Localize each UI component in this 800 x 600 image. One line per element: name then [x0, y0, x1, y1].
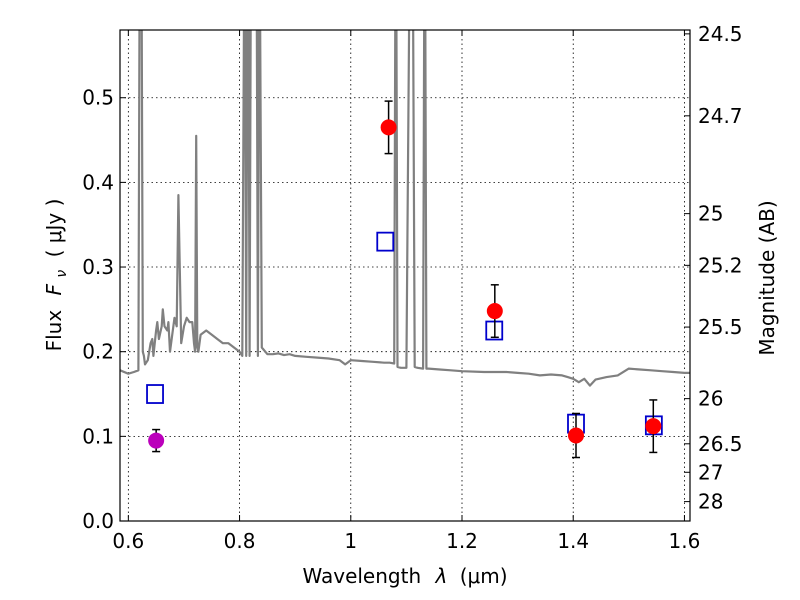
y2-tick-label: 24.5	[698, 22, 743, 46]
ticks: 0.6 0.8 1 1.2 1.4 1.6 0.0 0.1 0.2 0.3 0.4 0.5 24.5 24…	[82, 22, 742, 553]
data-point-marker	[148, 432, 165, 449]
y-tick-label: 0.0	[82, 509, 114, 533]
y-axis-title: Flux F ν ( μJy )	[42, 199, 71, 352]
x-tick-label: 1.2	[446, 529, 478, 553]
y-tick-label: 0.4	[82, 170, 114, 194]
y2-tick-label: 24.7	[698, 104, 743, 128]
plot-frame	[119, 29, 691, 522]
series-layer	[120, 30, 690, 387]
data-point-marker	[645, 418, 662, 435]
y-tick-label: 0.5	[82, 86, 114, 110]
data-point-marker	[568, 427, 584, 444]
y2-tick-label: 27	[698, 460, 723, 484]
x-axis-title: Wavelength λ (μm)	[302, 564, 507, 588]
plot-background	[120, 30, 690, 521]
y2-axis-title: Magnitude (AB)	[755, 200, 779, 355]
x-tick-label: 1	[344, 529, 357, 553]
x-tick-label: 1.6	[669, 529, 701, 553]
x-tick-label: 0.8	[224, 529, 256, 553]
data-point-marker	[486, 303, 503, 320]
x-tick-label: 1.4	[557, 529, 589, 553]
y2-tick-label: 28	[698, 490, 723, 514]
spectrum-line	[120, 30, 690, 387]
model-square-marker	[146, 384, 164, 404]
y2-tick-label: 26	[698, 387, 723, 411]
markers	[146, 100, 663, 459]
x-tick-label: 0.6	[112, 529, 144, 553]
model-square-marker	[376, 231, 395, 252]
y2-tick-label: 25.5	[698, 315, 743, 339]
y2-tick-label: 26.5	[698, 432, 743, 456]
data-point-marker	[380, 119, 397, 136]
y-tick-label: 0.3	[82, 255, 114, 279]
y2-tick-label: 25	[698, 202, 723, 226]
y2-tick-label: 25.2	[698, 253, 743, 277]
y-tick-label: 0.1	[82, 424, 114, 448]
plot-area	[120, 30, 690, 387]
y-tick-label: 0.2	[82, 340, 114, 364]
